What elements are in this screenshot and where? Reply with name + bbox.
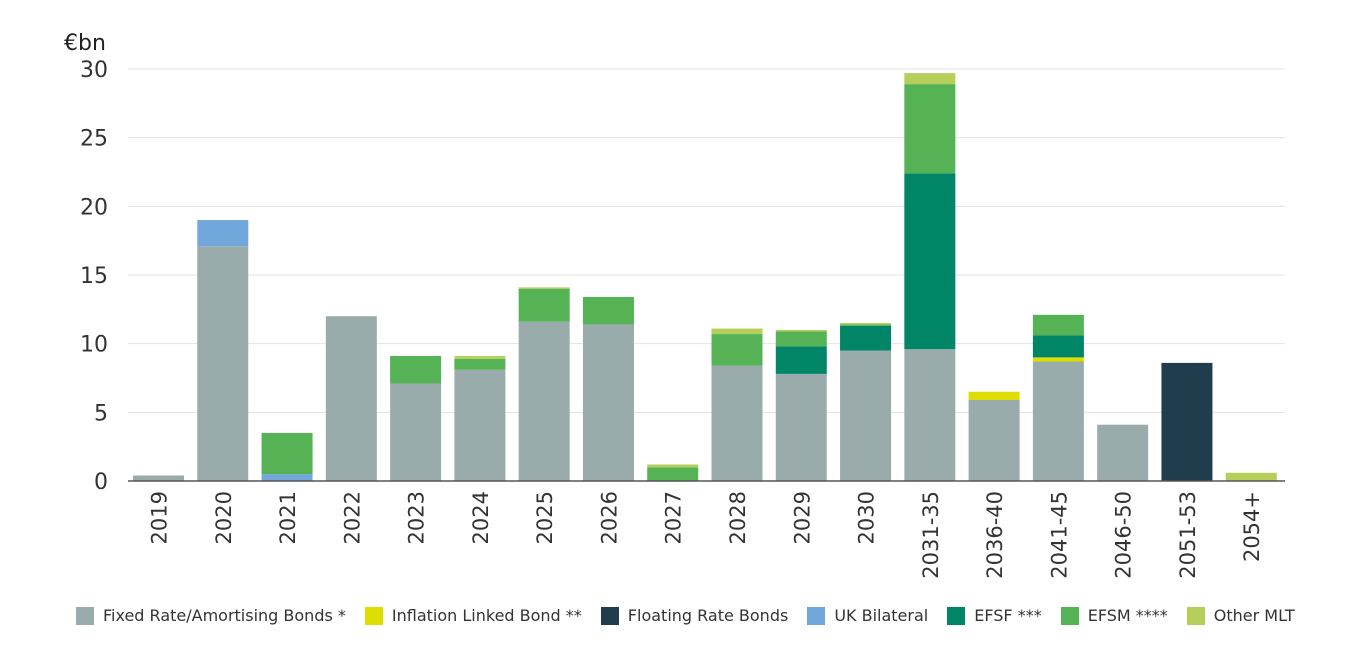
bar-segment [904, 73, 956, 85]
x-tick-label: 2028 [726, 491, 750, 544]
x-tick-label: 2030 [855, 491, 879, 544]
legend-item: Inflation Linked Bond ** [364, 606, 582, 625]
bar-segment [904, 173, 956, 350]
legend-item: Floating Rate Bonds [600, 606, 789, 625]
x-tick-label: 2022 [340, 491, 364, 544]
bar-segment [1032, 335, 1084, 358]
bar-segment [711, 334, 763, 366]
y-tick-label: 5 [94, 401, 108, 426]
x-tick-label: 2054+ [1240, 491, 1264, 562]
legend-swatch [947, 606, 966, 625]
x-tick-label: 2041-45 [1047, 491, 1071, 579]
bars [133, 73, 1277, 481]
bar-segment [1161, 362, 1213, 481]
bar-segment [775, 331, 827, 347]
bar-segment [647, 464, 699, 468]
bar-segment [968, 391, 1020, 400]
legend-item: EFSF *** [947, 606, 1042, 625]
legend: Fixed Rate/Amortising Bonds * Inflation L… [76, 606, 1314, 625]
x-tick-label: 2026 [597, 491, 621, 544]
bar-segment [1032, 314, 1084, 336]
legend-item: UK Bilateral [807, 606, 928, 625]
legend-swatch [364, 606, 383, 625]
x-tick-label: 2046-50 [1112, 491, 1136, 579]
x-tick-label: 2021 [276, 491, 300, 544]
bar-segment [1032, 361, 1084, 481]
x-tick-label: 2019 [148, 491, 172, 544]
legend-item: Other MLT [1186, 606, 1295, 625]
bar-segment [840, 350, 892, 481]
x-tick-label: 2036-40 [983, 491, 1007, 579]
legend-swatch [1186, 606, 1205, 625]
y-tick-label: 25 [80, 127, 108, 152]
bar-segment [518, 321, 570, 481]
bar-segment [1097, 424, 1149, 481]
y-tick-label: 30 [80, 58, 108, 83]
bar-segment [582, 324, 634, 481]
y-tick-label: 15 [80, 264, 108, 289]
x-tick-label: 2023 [405, 491, 429, 544]
x-tick-label: 2051-53 [1176, 491, 1200, 579]
y-axis-unit-label: €bn [64, 31, 106, 56]
bar-segment [197, 220, 249, 247]
x-tick-label: 2025 [533, 491, 557, 544]
bar-segment [840, 324, 892, 326]
bar-segment [518, 287, 570, 289]
legend-swatch [76, 606, 94, 625]
legend-label: Other MLT [1213, 606, 1295, 625]
x-tick-label: 2024 [469, 491, 493, 544]
legend-label: Inflation Linked Bond ** [391, 606, 582, 625]
legend-item: Fixed Rate/Amortising Bonds * [76, 606, 346, 625]
bar-segment [261, 474, 313, 481]
bar-segment [904, 84, 956, 174]
bar-segment [390, 356, 442, 384]
y-tick-label: 0 [94, 470, 108, 495]
bar-segment [454, 369, 506, 481]
legend-swatch [1060, 606, 1079, 625]
bar-segment [1225, 472, 1277, 481]
bar-segment [775, 346, 827, 374]
x-tick-label: 2020 [212, 491, 236, 544]
bar-segment [711, 365, 763, 481]
bar-segment [968, 399, 1020, 481]
x-tick-label: 2031-35 [919, 491, 943, 579]
bar-segment [711, 328, 763, 335]
x-tick-label: 2027 [662, 491, 686, 544]
bar-segment [390, 383, 442, 481]
bar-segment [197, 246, 249, 481]
legend-label: UK Bilateral [834, 606, 929, 625]
bar-segment [904, 349, 956, 481]
legend-label: Floating Rate Bonds [627, 606, 789, 625]
bar-segment [840, 323, 892, 325]
legend-swatch [600, 606, 619, 625]
bar-segment [133, 475, 184, 481]
x-tick-label: 2029 [790, 491, 814, 544]
bar-segment [454, 356, 506, 359]
bar-segment [1032, 357, 1084, 362]
legend-swatch [807, 606, 826, 625]
bar-segment [261, 432, 313, 475]
gridlines [128, 68, 1285, 413]
bar-segment [518, 288, 570, 322]
x-axis-ticks: 2019 2020 2021 2022 2023 2024 2025 2026 2027 2028… [148, 491, 1265, 579]
y-axis-ticks: 0 5 10 15 20 25 30 [80, 58, 108, 495]
legend-label: EFSF *** [974, 606, 1042, 625]
bar-segment [775, 329, 827, 332]
bar-segment [454, 358, 506, 370]
legend-item: EFSM **** [1060, 606, 1168, 625]
bar-segment [582, 296, 634, 325]
bar-segment [325, 316, 377, 481]
bar-segment [647, 467, 699, 481]
bar-segment [840, 325, 892, 351]
legend-label: EFSM **** [1087, 606, 1168, 625]
y-tick-label: 10 [80, 333, 108, 358]
bar-segment [775, 373, 827, 481]
legend-label: Fixed Rate/Amortising Bonds * [103, 606, 346, 625]
y-tick-label: 20 [80, 195, 108, 220]
